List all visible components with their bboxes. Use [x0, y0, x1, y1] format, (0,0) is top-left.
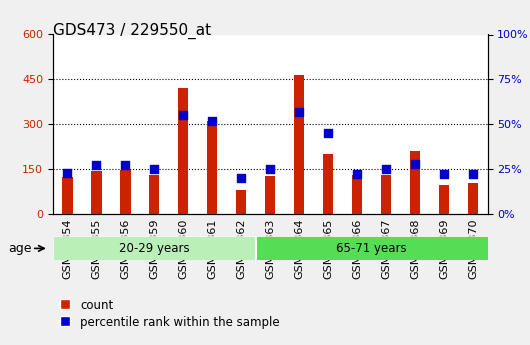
Bar	[468, 183, 478, 214]
Point	[237, 175, 245, 181]
Bar	[53, 236, 256, 260]
Point	[440, 172, 448, 177]
Text: age: age	[8, 242, 31, 255]
Point	[208, 118, 217, 124]
Bar	[352, 175, 363, 214]
Point	[179, 112, 188, 118]
Bar	[149, 175, 160, 214]
Point	[92, 163, 101, 168]
Text: 65-71 years: 65-71 years	[337, 242, 407, 255]
Bar	[91, 170, 102, 214]
Bar	[256, 236, 488, 260]
Point	[411, 161, 419, 166]
Bar	[63, 177, 73, 214]
Point	[382, 166, 391, 172]
Legend: count, percentile rank within the sample: count, percentile rank within the sample	[59, 299, 280, 329]
Bar	[207, 121, 217, 214]
Point	[353, 172, 361, 177]
Point	[295, 109, 304, 115]
Bar	[410, 151, 420, 214]
Point	[469, 172, 478, 177]
Bar	[120, 170, 130, 214]
Point	[63, 170, 72, 175]
Bar	[323, 154, 333, 214]
Text: GDS473 / 229550_at: GDS473 / 229550_at	[53, 22, 211, 39]
Point	[324, 130, 332, 136]
Bar	[439, 186, 449, 214]
Point	[266, 166, 275, 172]
Bar	[236, 190, 246, 214]
Bar	[178, 88, 189, 214]
Text: 20-29 years: 20-29 years	[119, 242, 190, 255]
Bar	[265, 176, 276, 214]
Bar	[294, 75, 304, 214]
Point	[150, 166, 158, 172]
Bar	[381, 175, 391, 214]
Point	[121, 163, 130, 168]
